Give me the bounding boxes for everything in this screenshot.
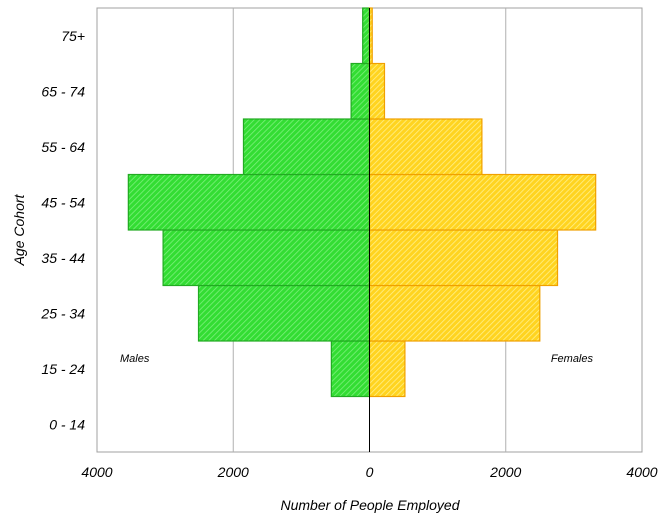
y-tick-label-1: 15 - 24 bbox=[41, 361, 85, 377]
bar-right-35-44 bbox=[368, 229, 559, 287]
y-tick-label-2: 25 - 34 bbox=[40, 305, 85, 321]
annotation-right: Females bbox=[551, 353, 594, 365]
y-tick-label-3: 35 - 44 bbox=[41, 250, 85, 266]
bar-left-35-44 bbox=[162, 229, 371, 287]
bar-right-25-34 bbox=[368, 284, 541, 342]
x-tick-label-2: 0 bbox=[366, 464, 374, 480]
x-tick-labels: 4000 2000 0 2000 4000 bbox=[81, 464, 657, 480]
bar-right-55-64 bbox=[368, 118, 483, 176]
bar-right-65-74 bbox=[368, 62, 386, 120]
bar-right-45-54 bbox=[368, 173, 597, 231]
x-tick-label-4: 4000 bbox=[626, 464, 657, 480]
y-tick-label-6: 65 - 74 bbox=[41, 83, 85, 99]
x-axis-title: Number of People Employed bbox=[281, 497, 461, 513]
y-tick-label-4: 45 - 54 bbox=[41, 194, 85, 210]
bar-left-25-34 bbox=[197, 284, 371, 342]
x-tick-label-0: 4000 bbox=[81, 464, 112, 480]
x-tick-label-1: 2000 bbox=[217, 464, 249, 480]
y-tick-labels: 0 - 14 15 - 24 25 - 34 35 - 44 45 - 54 55 - 6… bbox=[40, 28, 85, 433]
annotation-left: Males bbox=[120, 353, 150, 365]
y-tick-label-5: 55 - 64 bbox=[41, 139, 85, 155]
y-axis-title: Age Cohort bbox=[11, 193, 27, 266]
y-tick-label-0: 0 - 14 bbox=[49, 416, 85, 432]
bar-right-15-24 bbox=[368, 340, 406, 398]
x-tick-label-3: 2000 bbox=[489, 464, 521, 480]
bar-left-45-54 bbox=[127, 173, 371, 231]
bar-left-15-24 bbox=[330, 340, 371, 398]
bar-left-75plus bbox=[362, 7, 371, 65]
bar-left-65-74 bbox=[350, 62, 371, 120]
bars bbox=[127, 7, 597, 398]
bar-left-55-64 bbox=[242, 118, 371, 176]
y-tick-label-7: 75+ bbox=[61, 28, 85, 44]
